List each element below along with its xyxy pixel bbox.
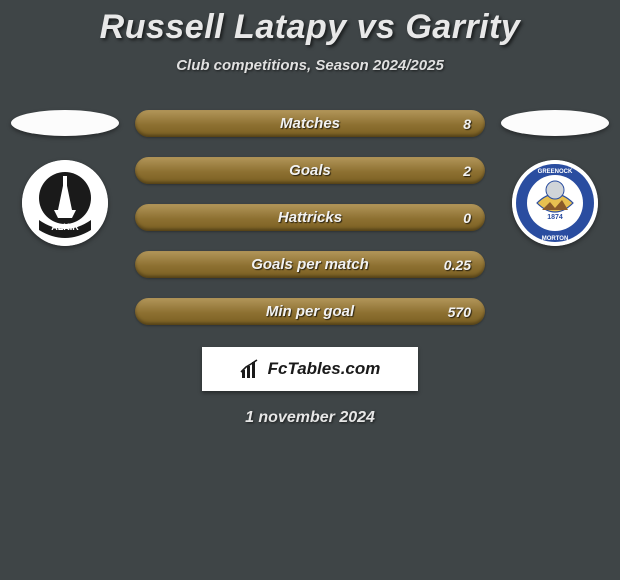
page-title: Russell Latapy vs Garrity bbox=[0, 8, 620, 47]
svg-text:1874: 1874 bbox=[547, 214, 563, 221]
stat-bar-min-per-goal: Min per goal 570 bbox=[135, 298, 485, 325]
stat-label: Goals bbox=[135, 162, 485, 179]
stat-value: 0 bbox=[463, 210, 471, 226]
stat-value: 570 bbox=[448, 304, 471, 320]
left-player-ellipse bbox=[11, 110, 119, 136]
stat-label: Matches bbox=[135, 115, 485, 132]
chart-bars-icon bbox=[240, 358, 262, 380]
main-row: ALKIR Matches 8 Goals 2 Hattricks 0 Goal… bbox=[0, 110, 620, 325]
stat-bar-hattricks: Hattricks 0 bbox=[135, 204, 485, 231]
svg-text:ALKIR: ALKIR bbox=[51, 222, 79, 232]
morton-badge: GREENOCK MORTON 1874 bbox=[512, 160, 598, 246]
stat-value: 0.25 bbox=[444, 257, 471, 273]
stat-label: Min per goal bbox=[135, 303, 485, 320]
stat-bar-goals: Goals 2 bbox=[135, 157, 485, 184]
stat-bar-goals-per-match: Goals per match 0.25 bbox=[135, 251, 485, 278]
stat-value: 2 bbox=[463, 163, 471, 179]
comparison-card: Russell Latapy vs Garrity Club competiti… bbox=[0, 0, 620, 427]
stats-bars: Matches 8 Goals 2 Hattricks 0 Goals per … bbox=[135, 110, 485, 325]
stat-label: Hattricks bbox=[135, 209, 485, 226]
falkirk-badge-icon: ALKIR bbox=[22, 160, 108, 246]
right-player-ellipse bbox=[501, 110, 609, 136]
left-player-col: ALKIR bbox=[5, 110, 125, 246]
footer-date: 1 november 2024 bbox=[0, 409, 620, 427]
brand-text: FcTables.com bbox=[268, 359, 381, 379]
right-player-col: GREENOCK MORTON 1874 bbox=[495, 110, 615, 246]
falkirk-badge: ALKIR bbox=[22, 160, 108, 246]
stat-value: 8 bbox=[463, 116, 471, 132]
morton-badge-icon: GREENOCK MORTON 1874 bbox=[512, 160, 598, 246]
stat-label: Goals per match bbox=[135, 256, 485, 273]
brand-link[interactable]: FcTables.com bbox=[202, 347, 418, 391]
stat-bar-matches: Matches 8 bbox=[135, 110, 485, 137]
svg-text:GREENOCK: GREENOCK bbox=[538, 169, 573, 175]
svg-text:MORTON: MORTON bbox=[542, 236, 569, 242]
page-subtitle: Club competitions, Season 2024/2025 bbox=[0, 57, 620, 74]
